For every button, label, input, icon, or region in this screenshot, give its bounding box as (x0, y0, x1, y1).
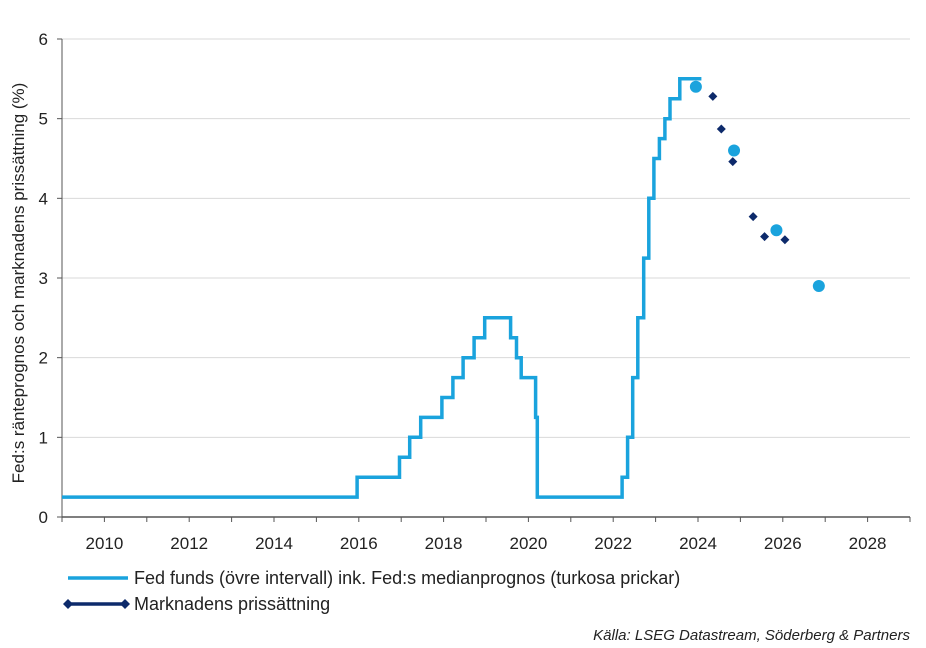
y-tick-label: 0 (39, 508, 48, 527)
market-point (708, 91, 718, 101)
median-dot (689, 80, 702, 93)
x-tick-label: 2026 (764, 534, 802, 553)
x-tick-label: 2014 (255, 534, 293, 553)
gridlines (62, 38, 910, 438)
market-point (748, 212, 758, 222)
axes: 0 1 2 3 4 5 6 2010 2012 2014 2016 2018 2020 2022 2024 2… (39, 30, 911, 553)
x-tick-label: 2024 (679, 534, 717, 553)
series-layer (62, 77, 825, 499)
source-note: Källa: LSEG Datastream, Söderberg & Part… (593, 627, 910, 644)
y-tick-label: 2 (39, 349, 48, 368)
market-point (716, 124, 726, 134)
legend: Fed funds (övre intervall) ink. Fed:s me… (63, 568, 680, 614)
y-tick-label: 3 (39, 269, 48, 288)
legend-marker-market-left (63, 599, 73, 609)
x-tick-label: 2022 (594, 534, 632, 553)
median-dot (728, 144, 741, 157)
market-point (780, 235, 790, 245)
market-point (760, 232, 770, 242)
x-tick-label: 2020 (509, 534, 547, 553)
legend-marker-market-right (120, 599, 130, 609)
x-tick-label: 2016 (340, 534, 378, 553)
x-tick-label: 2018 (425, 534, 463, 553)
median-dot (812, 279, 825, 292)
legend-label-fed-funds: Fed funds (övre intervall) ink. Fed:s me… (134, 568, 680, 588)
market-point (728, 157, 738, 167)
x-tick-label: 2028 (849, 534, 887, 553)
median-dot (770, 224, 783, 237)
y-axis-title: Fed:s ränteprognos och marknadens prissä… (9, 83, 28, 484)
y-tick-label: 5 (39, 110, 48, 129)
y-tick-label: 4 (39, 189, 48, 208)
x-tick-label: 2012 (170, 534, 208, 553)
series-line-fed-funds (62, 77, 702, 499)
y-tick-label: 1 (39, 428, 48, 447)
legend-label-market: Marknadens prissättning (134, 594, 330, 614)
y-tick-label: 6 (39, 30, 48, 49)
x-tick-label: 2010 (85, 534, 123, 553)
